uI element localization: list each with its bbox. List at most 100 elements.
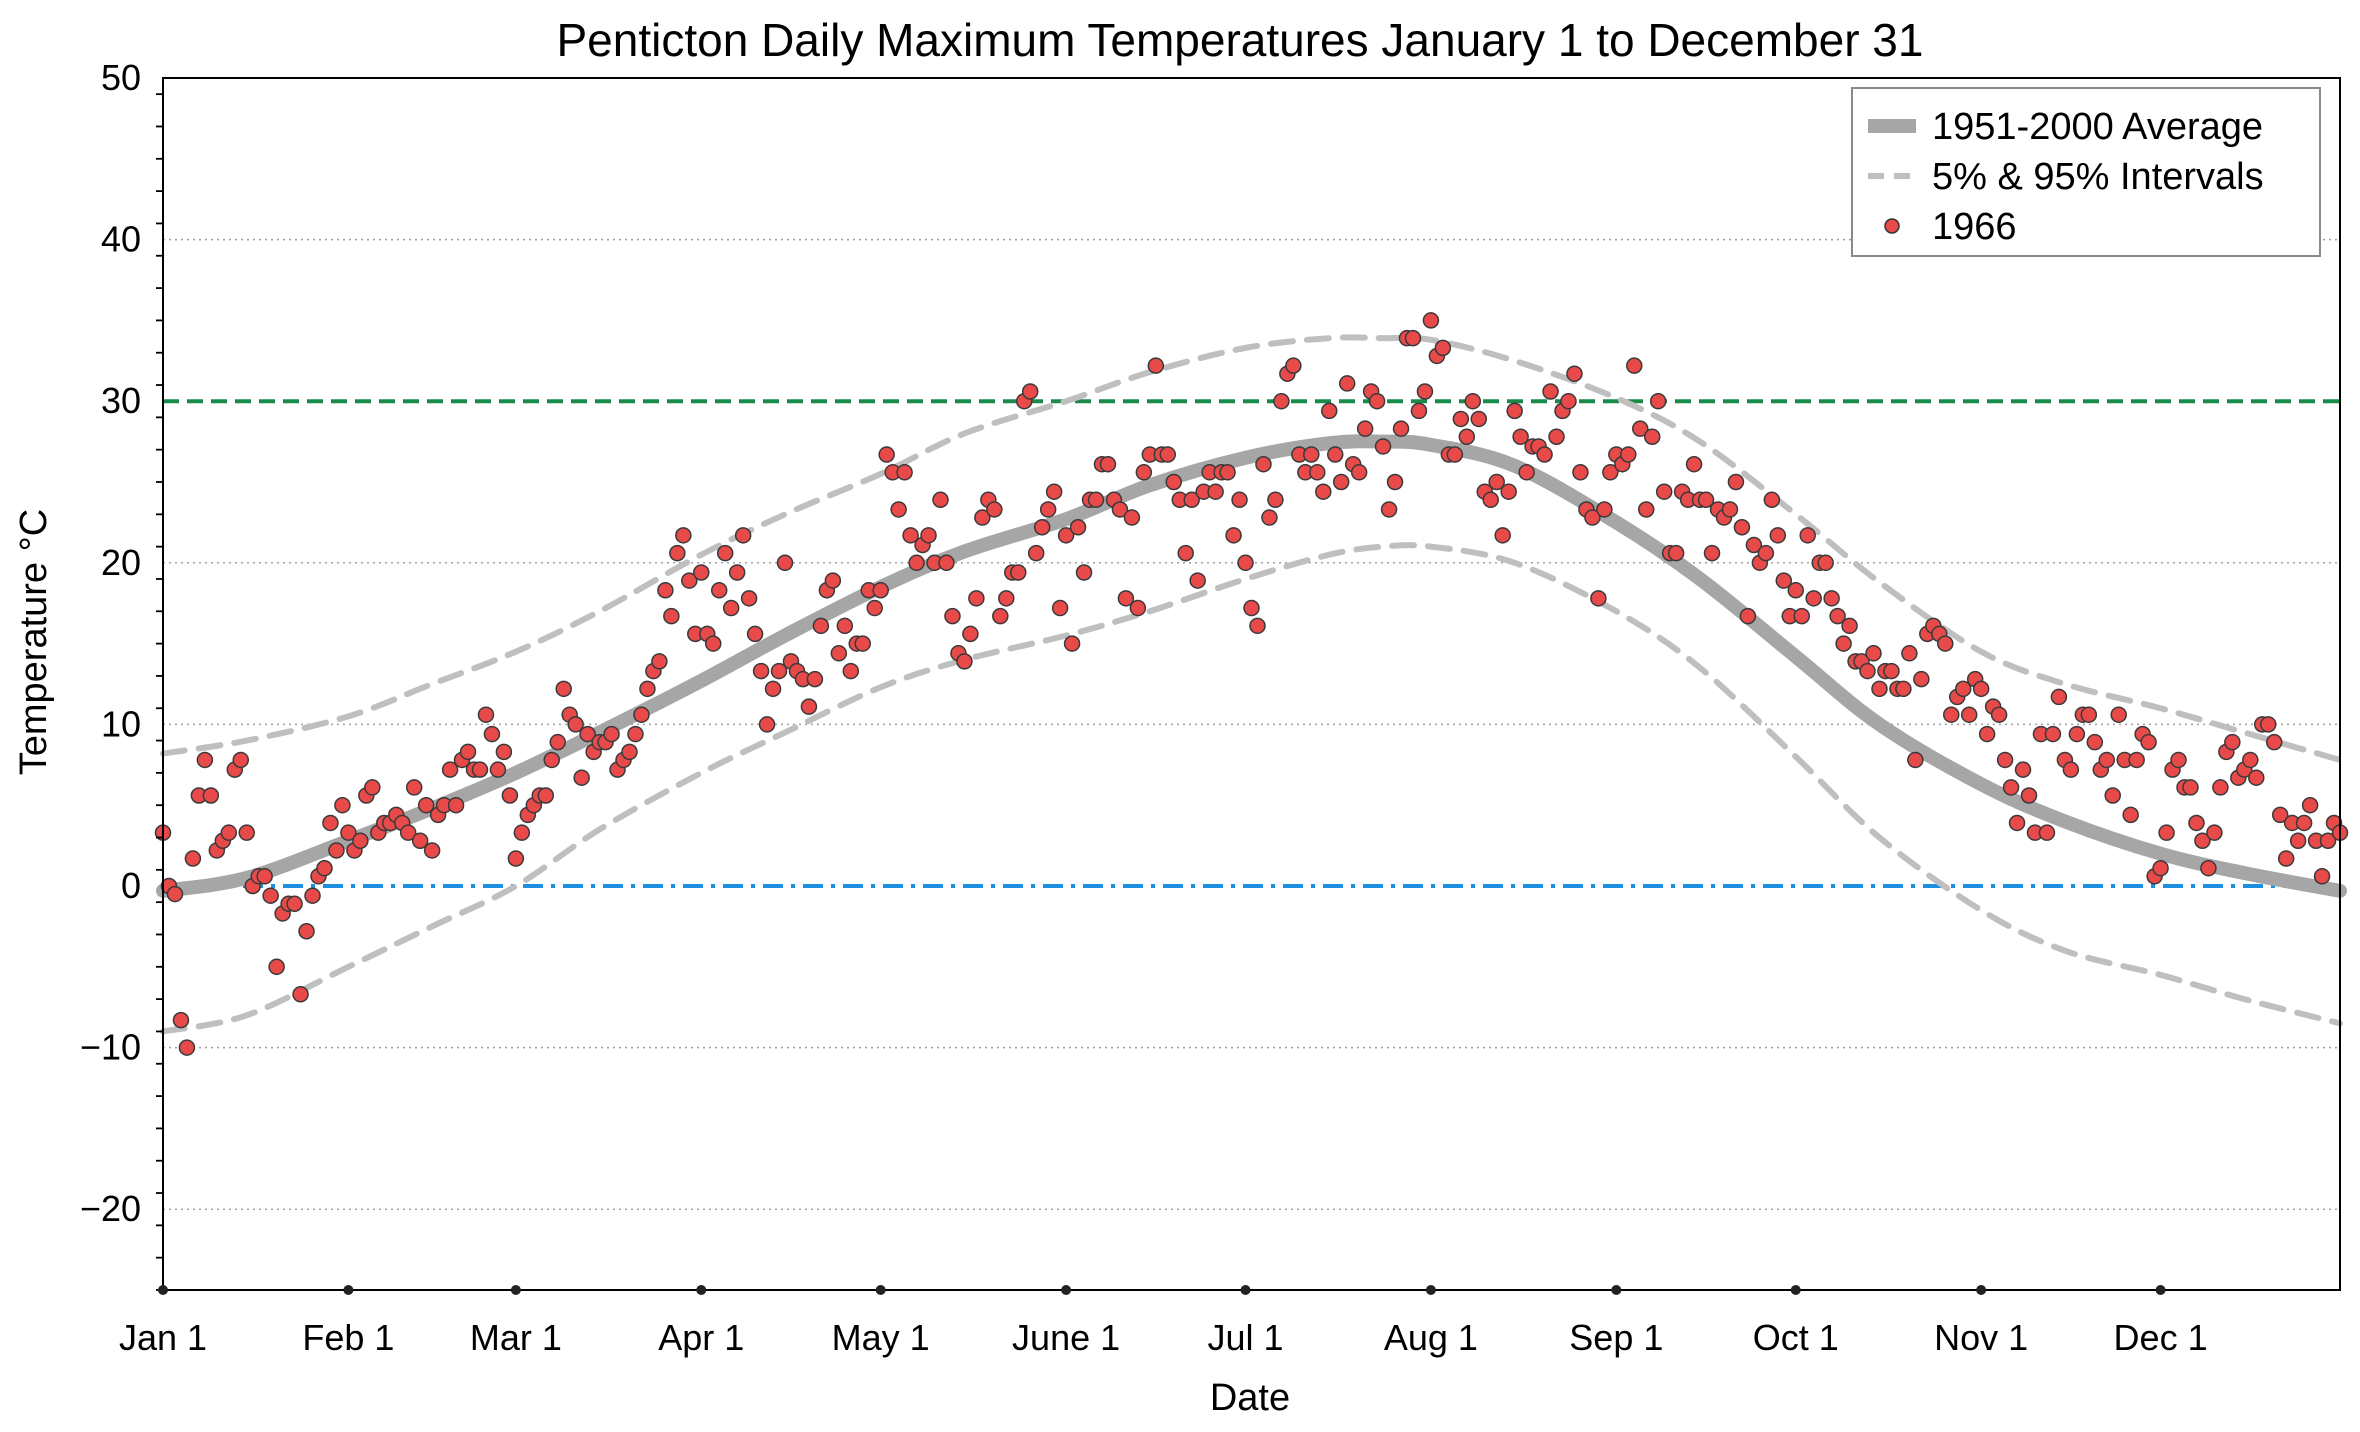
data-point-1966 [1907,751,1924,769]
data-point-1966 [328,842,345,859]
data-point-1966 [555,680,572,698]
data-point-1966 [1261,509,1278,526]
data-point-1966 [1745,536,1763,554]
data-point-1966 [1960,706,1978,723]
data-point-1966 [1937,635,1954,652]
data-point-1966 [1775,572,1793,589]
data-point-1966 [1219,464,1236,481]
data-point-1966 [1356,420,1374,437]
upper-interval-line [160,334,2343,763]
data-point-1966 [710,582,728,599]
data-point-1966 [2313,868,2331,885]
data-point-1966 [1566,365,1583,382]
data-point-1966 [1637,501,1655,518]
y-tick-label: 20 [101,542,141,583]
data-point-1966 [1978,725,1996,743]
data-point-1966 [776,554,794,572]
data-point-1966 [1757,544,1775,562]
y-tick-label: 50 [101,57,141,98]
data-point-1966 [890,501,907,518]
data-point-1966 [495,743,513,761]
data-point-1966 [1380,501,1398,518]
data-point-1966 [1416,383,1434,400]
data-point-1966 [1332,473,1350,491]
data-point-1966 [1309,464,1326,481]
data-point-1966 [651,653,668,670]
data-point-1966 [1446,446,1464,463]
data-point-1966 [2289,832,2307,850]
data-point-1966 [842,662,860,680]
data-point-1966 [1326,446,1344,463]
interval-lines [160,334,2343,1035]
data-point-1966 [1859,662,1876,680]
data-point-1966 [513,824,531,841]
data-point-1966 [178,1039,196,1056]
data-point-1966 [304,887,321,904]
data-point-1966 [537,787,555,804]
x-tick-label: Jul 1 [1207,1317,1283,1358]
data-point-1966 [716,544,734,562]
data-point-1966 [1075,564,1093,581]
data-point-1966 [836,617,854,635]
data-point-1966 [1010,564,1027,581]
data-point-1966 [734,527,752,544]
data-point-1966 [2248,769,2265,786]
x-tick-marker [1611,1285,1622,1295]
data-point-1966 [633,706,650,723]
data-point-1966 [740,590,758,607]
data-point-1966 [800,698,818,715]
data-point-1966 [806,670,824,688]
data-point-1966 [2182,779,2199,796]
data-point-1966 [1685,455,1703,473]
x-tick-marker [1425,1285,1436,1295]
data-point-1966 [1512,428,1529,446]
data-point-1966 [256,868,273,885]
data-point-1966 [962,625,979,643]
y-tick-label: −10 [80,1027,141,1068]
data-point-1966 [2242,751,2259,769]
data-point-1966 [1643,428,1661,446]
data-point-1966 [1769,527,1787,544]
data-point-1966 [1069,518,1087,536]
data-point-1966 [986,501,1003,518]
y-tick-label: 30 [101,380,141,421]
data-point-1966 [1458,428,1476,446]
data-point-1966 [752,662,770,680]
x-tick-marker [1976,1285,1987,1295]
data-point-1966 [2122,806,2139,824]
data-point-1966 [238,824,255,841]
x-tick-label: Sep 1 [1569,1317,1663,1358]
data-point-1966 [1117,590,1135,607]
data-point-1966 [172,1011,190,1029]
legend-box [1851,87,2321,257]
data-point-1966 [417,796,435,814]
data-point-1966 [1111,501,1129,518]
legend-item-average: 1951-2000 Average [1932,106,2263,148]
data-point-1966 [812,617,830,635]
chart-title: Penticton Daily Maximum Temperatures Jan… [557,14,1924,66]
data-point-1966 [1434,339,1452,357]
legend-item-interval: 5% & 95% Intervals [1932,156,2264,198]
data-point-1966 [1027,544,1045,562]
x-tick-label: Feb 1 [302,1317,394,1358]
data-point-1966 [1943,706,1960,723]
data-point-1966 [1733,518,1751,536]
data-point-1966 [2200,859,2217,877]
data-point-1966 [1285,357,1302,374]
data-point-1966 [1135,464,1153,481]
data-point-1966 [2044,725,2062,743]
data-point-1966 [627,725,644,743]
x-tick-marker [510,1285,521,1295]
data-point-1966 [1626,357,1643,374]
data-point-1966 [1871,680,1888,698]
x-tick-label: Aug 1 [1384,1317,1478,1358]
data-point-1966 [908,554,925,572]
data-point-1966 [2152,859,2169,877]
data-point-1966 [1506,402,1523,420]
data-point-1966 [1697,491,1715,509]
data-point-1966 [1500,483,1517,500]
x-tick-marker [1061,1285,1072,1295]
data-point-1966 [2319,832,2337,850]
data-point-1966 [411,832,429,850]
data-point-1966 [1249,617,1266,635]
